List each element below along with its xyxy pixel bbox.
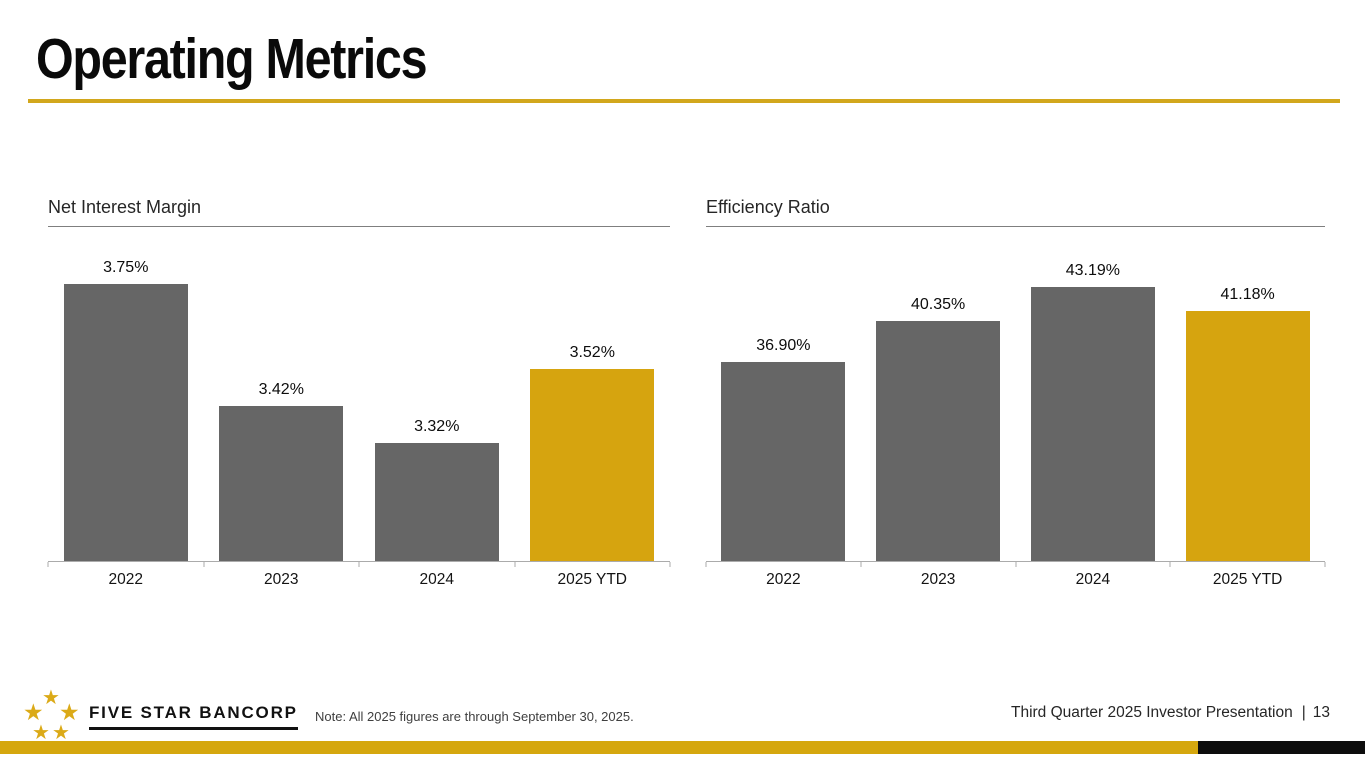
bar-slot-2025-ytd: 41.18% <box>1170 266 1325 561</box>
title-gold-rule <box>28 99 1340 103</box>
bar-slot-2024: 43.19% <box>1016 262 1171 561</box>
bar-2024 <box>1030 287 1155 561</box>
bar-slot-2024: 3.32% <box>359 266 515 561</box>
x-axis-label: 2023 <box>264 571 299 588</box>
axis-tick <box>1169 562 1171 567</box>
presentation-title: Third Quarter 2025 Investor Presentation <box>1010 704 1293 721</box>
bar-slot-2022: 3.75% <box>48 259 204 561</box>
bottom-bar-black <box>1198 741 1365 754</box>
plot-area: 36.90% 40.35% 43.19% 41.18% <box>706 262 1325 562</box>
axis-tick <box>1324 562 1326 567</box>
star-icon: ★ <box>42 685 60 709</box>
chart-title-rule <box>48 226 670 227</box>
bar-slot-2025-ytd: 3.52% <box>515 266 671 561</box>
bar-value-label: 3.32% <box>414 418 460 435</box>
star-icon: ★ <box>59 700 80 726</box>
chart-net-interest-margin: Net Interest Margin 3.75% 3.42% 3.32% 3.52%… <box>47 196 671 589</box>
star-icon: ★ <box>32 720 50 744</box>
axis-tick <box>705 562 707 567</box>
bar-2022 <box>63 284 188 561</box>
bar-value-label: 36.90% <box>756 336 811 354</box>
x-axis <box>47 562 671 568</box>
star-icon: ★ <box>52 720 70 744</box>
star-icon: ★ <box>23 700 44 726</box>
x-axis-labels: 2022 2023 2024 2025 YTD <box>48 571 670 589</box>
bar-value-label: 41.18% <box>1220 286 1275 304</box>
bar-slot-2022: 36.90% <box>706 266 861 561</box>
chart-efficiency-ratio: Efficiency Ratio 36.90% 40.35% 43.19% 41.18… <box>705 196 1326 589</box>
bar-slot-2023: 40.35% <box>861 266 1016 561</box>
chart-title-rule <box>706 226 1325 227</box>
chart-title: Efficiency Ratio <box>706 197 830 217</box>
x-axis-label: 2025 YTD <box>557 571 627 588</box>
axis-tick <box>1015 562 1016 567</box>
axis-tick <box>203 562 204 567</box>
bar-2022 <box>721 361 846 561</box>
x-axis-label: 2023 <box>920 571 956 588</box>
company-logo-wordmark: FIVE STAR BANCORP <box>89 703 298 730</box>
bar-2025-ytd <box>1185 311 1310 561</box>
bar-value-label: 3.75% <box>103 259 149 277</box>
x-axis-label: 2022 <box>766 571 801 588</box>
axis-tick <box>514 562 515 567</box>
x-axis-label: 2022 <box>108 571 143 588</box>
footer-presentation-info: Third Quarter 2025 Investor Presentation… <box>1011 704 1330 722</box>
bar-value-label: 40.35% <box>910 295 966 313</box>
bar-value-label: 43.19% <box>1065 262 1120 280</box>
x-axis-label: 2024 <box>1075 571 1111 588</box>
footnote: Note: All 2025 figures are through Septe… <box>315 709 634 724</box>
bar-slot-2023: 3.42% <box>204 266 360 561</box>
plot-area: 3.75% 3.42% 3.32% 3.52% <box>48 259 671 562</box>
axis-tick <box>669 562 671 567</box>
bar-2023 <box>876 320 1001 561</box>
page-title: Operating Metrics <box>36 27 428 91</box>
axis-tick <box>860 562 862 567</box>
x-axis-label: 2025 YTD <box>1212 571 1283 588</box>
x-axis-labels: 2022 2023 2024 2025 YTD <box>706 571 1325 589</box>
bar-value-label: 3.52% <box>569 344 615 362</box>
footer-separator: | <box>1301 704 1306 721</box>
x-axis-label: 2024 <box>419 571 454 588</box>
page-number: 13 <box>1312 704 1330 721</box>
chart-title: Net Interest Margin <box>48 197 202 217</box>
bottom-bar-gold <box>0 741 1198 754</box>
axis-tick <box>47 562 49 567</box>
bar-value-label: 3.42% <box>258 381 304 399</box>
axis-tick <box>358 562 360 567</box>
bar-2025-ytd <box>530 369 655 561</box>
bar-2023 <box>219 406 344 561</box>
bar-2024 <box>374 443 499 561</box>
x-axis <box>705 562 1326 568</box>
